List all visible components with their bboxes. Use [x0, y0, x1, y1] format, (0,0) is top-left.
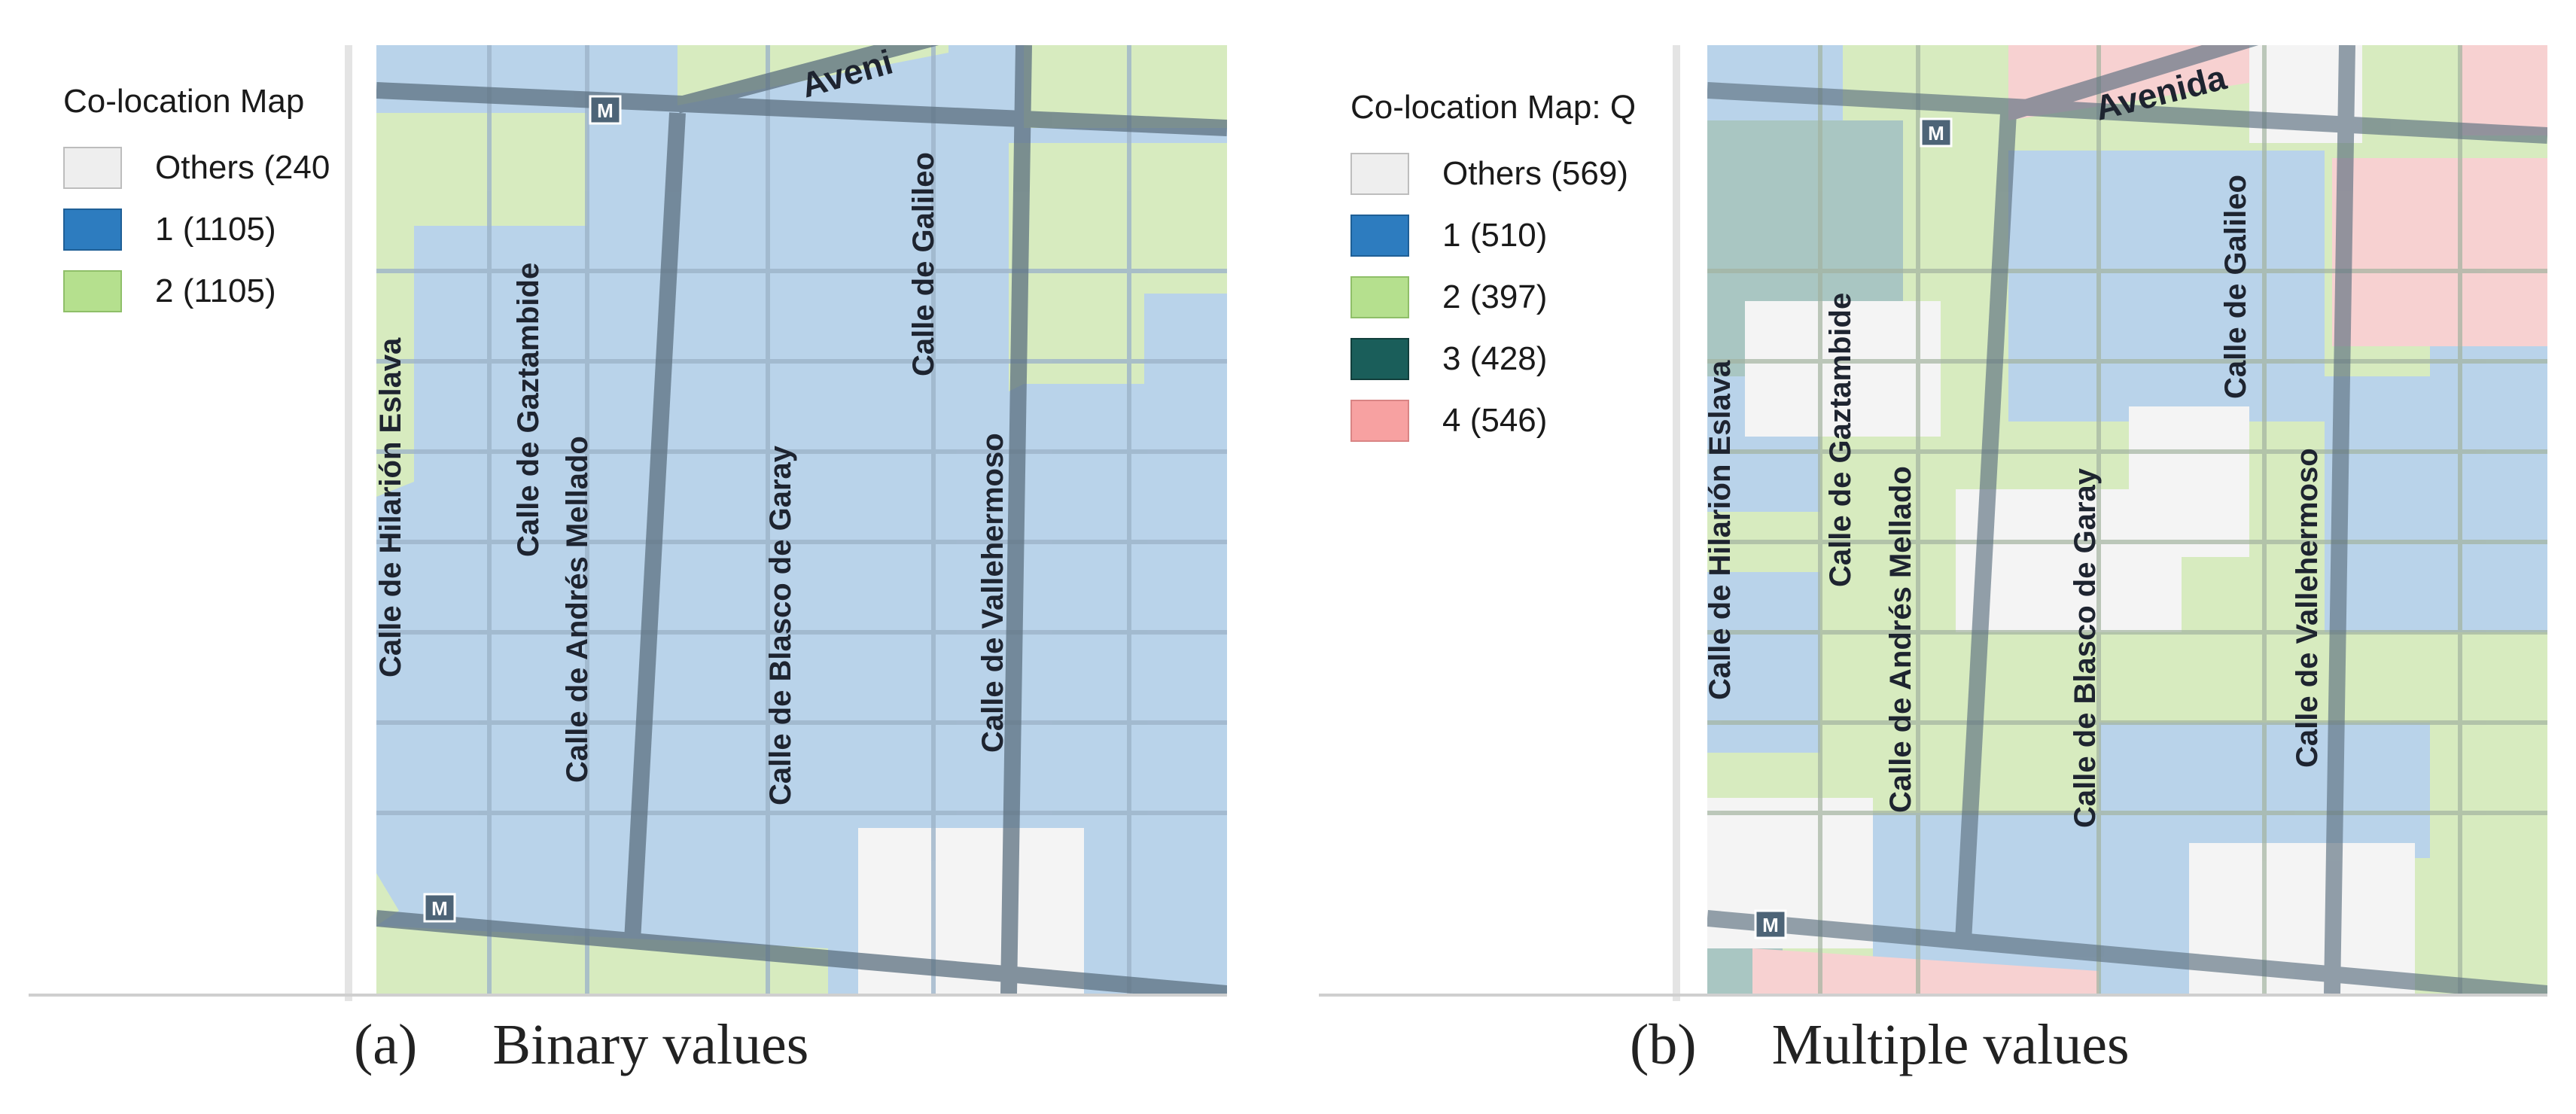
legend-item-4[interactable]: 4 (546)	[1350, 397, 1547, 444]
legend-item-2[interactable]: 2 (1105)	[63, 268, 276, 315]
legend-swatch-others	[1350, 153, 1409, 195]
caption-a: (a) Binary values	[354, 1012, 808, 1078]
legend-label: 1 (1105)	[155, 211, 276, 248]
legend-item-3[interactable]: 3 (428)	[1350, 336, 1547, 382]
street-label-galileo: Calle de Galileo	[907, 152, 940, 376]
metro-marker-bottom: M	[423, 893, 456, 923]
map-panel-b[interactable]: M M Avenida Calle de Hilarión Eslava Cal…	[1707, 45, 2547, 994]
street-label-gaztambide: Calle de Gaztambide	[512, 263, 545, 557]
legend-label: 3 (428)	[1442, 340, 1548, 377]
caption-text: Multiple values	[1771, 1013, 2130, 1076]
legend-swatch-2	[1350, 276, 1409, 318]
legend-title: Co-location Map	[63, 83, 305, 120]
map-panel-a[interactable]: M M Aveni Calle de Hilarión Eslava Calle…	[376, 45, 1227, 994]
caption-b: (b) Multiple values	[1630, 1012, 2130, 1078]
legend-label: 4 (546)	[1442, 402, 1548, 439]
legend-swatch-2	[63, 270, 122, 312]
legend-title: Co-location Map: Q	[1350, 89, 1637, 126]
metro-label: M	[431, 897, 448, 920]
legend-label: 2 (1105)	[155, 272, 276, 309]
street-label-andres: Calle de Andrés Mellado	[1884, 466, 1917, 813]
metro-label: M	[597, 99, 614, 122]
legend-panel-a: Co-location Map Others (240 1 (1105) 2 (…	[29, 45, 352, 1001]
street-label-blasco: Calle de Blasco de Garay	[2069, 467, 2102, 828]
legend-swatch-1	[63, 208, 122, 251]
metro-marker-bottom: M	[1754, 909, 1787, 939]
caption-tag: (b)	[1630, 1013, 1697, 1076]
legend-swatch-1	[1350, 215, 1409, 257]
legend-label: 2 (397)	[1442, 278, 1548, 315]
legend-item-1[interactable]: 1 (1105)	[63, 206, 276, 253]
street-label-galileo: Calle de Galileo	[2219, 175, 2252, 399]
metro-marker-top: M	[1920, 117, 1953, 148]
legend-item-others[interactable]: Others (569)	[1350, 151, 1628, 197]
legend-swatch-4	[1350, 400, 1409, 442]
street-label-vallehermoso: Calle de Vallehermoso	[976, 433, 1009, 753]
caption-tag: (a)	[354, 1013, 418, 1076]
street-label-gaztambide: Calle de Gaztambide	[1824, 293, 1857, 587]
panel-a: Co-location Map Others (240 1 (1105) 2 (…	[29, 0, 1227, 1001]
legend-item-others[interactable]: Others (240	[63, 145, 330, 191]
street-label-andres: Calle de Andrés Mellado	[561, 436, 594, 783]
legend-item-2[interactable]: 2 (397)	[1350, 274, 1547, 321]
street-label-eslava: Calle de Hilarión Eslava	[376, 337, 407, 677]
street-label-blasco: Calle de Blasco de Garay	[764, 445, 797, 805]
street-label-eslava: Calle de Hilarión Eslava	[1707, 360, 1737, 700]
metro-label: M	[1762, 914, 1779, 936]
map-canvas: M M Avenida Calle de Hilarión Eslava Cal…	[1707, 45, 2547, 994]
legend-label: Others (569)	[1442, 155, 1628, 192]
legend-panel-b: Co-location Map: Q Others (569) 1 (510) …	[1319, 45, 1680, 1001]
legend-swatch-3	[1350, 338, 1409, 380]
legend-swatch-others	[63, 147, 122, 189]
street-label-vallehermoso: Calle de Vallehermoso	[2291, 448, 2324, 768]
map-canvas: M M Aveni Calle de Hilarión Eslava Calle…	[376, 45, 1227, 994]
metro-label: M	[1928, 122, 1944, 145]
metro-marker-top: M	[589, 95, 622, 125]
panel-b-baseline	[1319, 994, 2547, 997]
panel-a-baseline	[29, 994, 1227, 997]
legend-label: 1 (510)	[1442, 217, 1548, 254]
legend-label: Others (240	[155, 149, 330, 186]
caption-text: Binary values	[492, 1013, 809, 1076]
panel-b: Co-location Map: Q Others (569) 1 (510) …	[1319, 0, 2547, 1001]
legend-item-1[interactable]: 1 (510)	[1350, 212, 1547, 259]
